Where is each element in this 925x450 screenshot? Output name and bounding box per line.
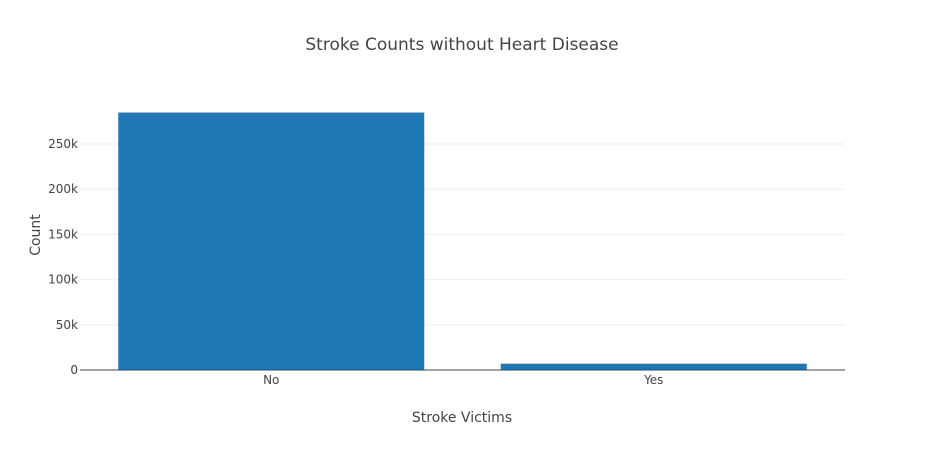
bar-yes[interactable] (500, 363, 807, 370)
x-axis-title: Stroke Victims (412, 410, 512, 426)
x-tick-label: No (263, 373, 279, 387)
y-tick-label: 100k (48, 273, 78, 287)
y-tick-label: 150k (48, 227, 78, 241)
y-tick-label: 50k (56, 318, 78, 332)
y-axis-title: Count (28, 214, 44, 256)
tick-labels: 0 50k 100k 150k 200k 250k No Yes (48, 137, 663, 387)
x-tick-label: Yes (643, 373, 663, 387)
bars (118, 112, 807, 370)
y-tick-label: 200k (48, 182, 78, 196)
y-tick-label: 250k (48, 137, 78, 151)
chart-title: Stroke Counts without Heart Disease (305, 35, 618, 55)
y-tick-label: 0 (70, 363, 78, 377)
bar-no[interactable] (118, 112, 425, 370)
